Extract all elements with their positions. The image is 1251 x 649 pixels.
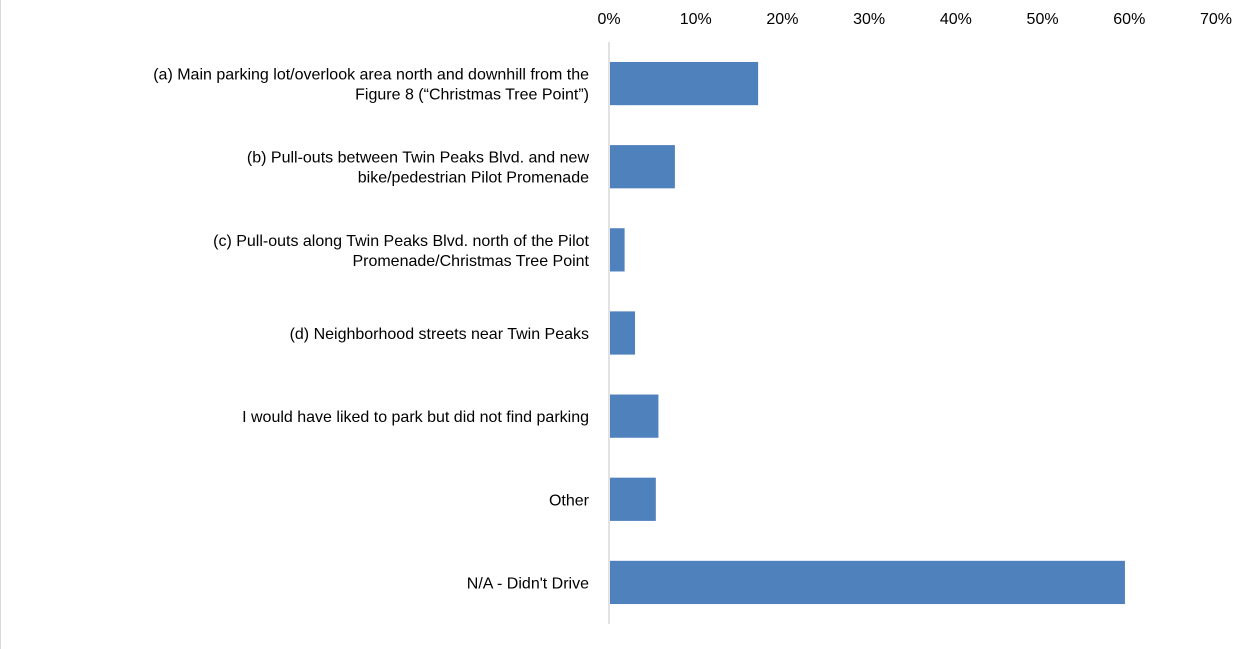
category-label-line: (a) Main parking lot/overlook area north… bbox=[153, 67, 589, 84]
x-tick-label: 10% bbox=[680, 11, 712, 28]
bar bbox=[610, 145, 675, 189]
category-label: (b) Pull-outs between Twin Peaks Blvd. a… bbox=[247, 150, 590, 187]
x-tick-label: 70% bbox=[1200, 11, 1232, 28]
category-label: Other bbox=[549, 492, 590, 509]
x-tick-label: 30% bbox=[853, 11, 885, 28]
category-label-line: I would have liked to park but did not f… bbox=[242, 409, 589, 426]
category-label: (d) Neighborhood streets near Twin Peaks bbox=[290, 326, 589, 343]
category-label-line: (b) Pull-outs between Twin Peaks Blvd. a… bbox=[247, 150, 590, 167]
category-label: (a) Main parking lot/overlook area north… bbox=[153, 67, 589, 104]
bar bbox=[610, 477, 656, 521]
x-tick-label: 50% bbox=[1027, 11, 1059, 28]
category-label-line: bike/pedestrian Pilot Promenade bbox=[358, 170, 589, 187]
category-label-line: Promenade/Christmas Tree Point bbox=[352, 253, 589, 270]
category-label-line: Figure 8 (“Christmas Tree Point”) bbox=[355, 87, 589, 104]
bar bbox=[610, 61, 759, 106]
bar bbox=[610, 394, 659, 438]
bar bbox=[610, 311, 636, 355]
category-label-line: N/A - Didn't Drive bbox=[467, 575, 589, 592]
category-label-line: (d) Neighborhood streets near Twin Peaks bbox=[290, 326, 589, 343]
category-label: I would have liked to park but did not f… bbox=[242, 409, 589, 426]
x-tick-label: 60% bbox=[1113, 11, 1145, 28]
x-tick-label: 20% bbox=[766, 11, 798, 28]
category-label: (c) Pull-outs along Twin Peaks Blvd. nor… bbox=[213, 233, 589, 270]
x-tick-label: 40% bbox=[940, 11, 972, 28]
category-label: N/A - Didn't Drive bbox=[467, 575, 589, 592]
category-label-line: Other bbox=[549, 492, 590, 509]
bar bbox=[610, 560, 1125, 605]
bar bbox=[610, 228, 625, 272]
category-label-line: (c) Pull-outs along Twin Peaks Blvd. nor… bbox=[213, 233, 589, 250]
x-tick-label: 0% bbox=[597, 11, 620, 28]
